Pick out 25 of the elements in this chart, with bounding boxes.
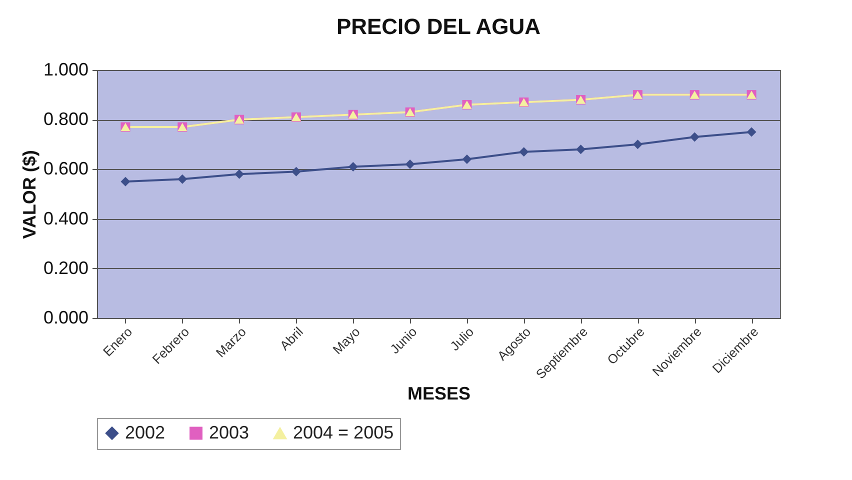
point	[348, 162, 358, 172]
legend-label: 2002	[125, 422, 166, 442]
point	[519, 147, 529, 157]
x-axis-title: MESES	[407, 384, 471, 404]
y-tick-label: 0.000	[43, 308, 88, 328]
point	[291, 166, 301, 176]
point	[462, 154, 472, 164]
point	[690, 132, 700, 142]
legend-label: 2003	[209, 422, 250, 442]
x-tick-label: Julio	[447, 324, 477, 354]
point	[120, 176, 130, 186]
legend-label: 2004 = 2005	[293, 422, 394, 442]
y-tick-label: 0.600	[43, 158, 88, 179]
y-tick-label: 0.400	[43, 208, 88, 228]
point	[746, 127, 756, 137]
point	[178, 174, 188, 184]
point	[576, 144, 586, 154]
point	[405, 159, 415, 169]
point	[234, 169, 244, 179]
point	[632, 140, 642, 150]
chart-title: PRECIO DEL AGUA	[336, 14, 541, 39]
y-tick-label: 1.000	[43, 60, 88, 80]
y-axis-title: VALOR ($)	[19, 150, 40, 239]
y-tick-label: 0.800	[43, 109, 88, 130]
y-tick-label: 0.200	[43, 258, 88, 278]
